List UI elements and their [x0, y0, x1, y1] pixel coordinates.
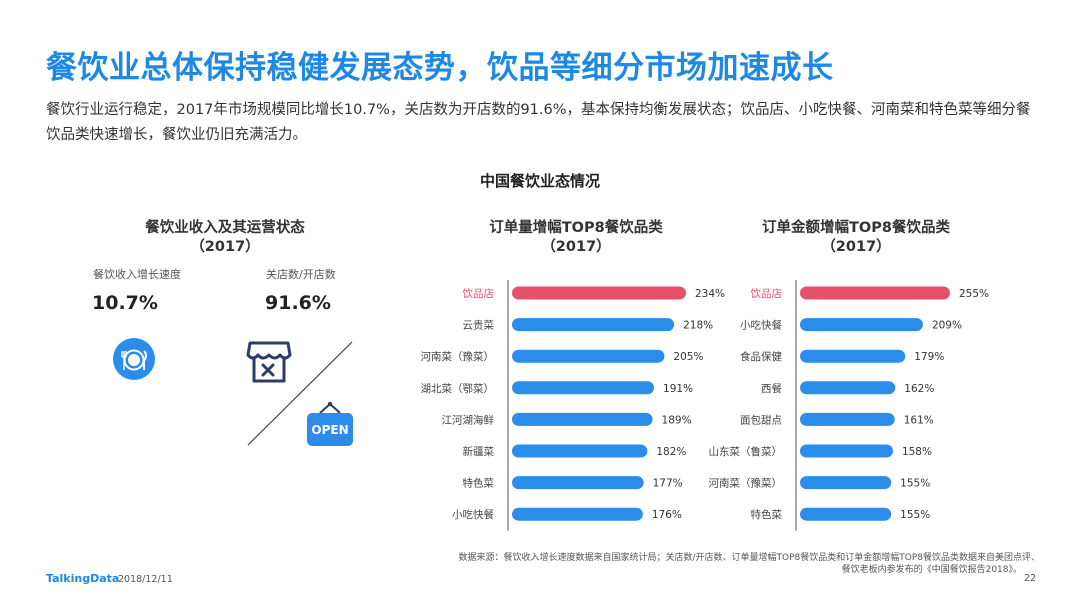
category-label: 河南菜（豫菜） — [709, 477, 783, 490]
left-panel-title-line1: 餐饮业收入及其运营状态 — [145, 220, 305, 236]
value-label: 255% — [959, 288, 989, 300]
diagonal-divider — [247, 341, 353, 446]
category-label: 饮品店 — [463, 287, 495, 300]
data-source-note: 数据来源：餐饮收入增长速度数据来自国家统计局；关店数/开店数、订单量增幅TOP8… — [420, 552, 1040, 576]
value-label: 191% — [663, 383, 693, 395]
value-label: 189% — [662, 414, 692, 426]
bar — [512, 507, 643, 521]
value-label: 161% — [904, 414, 934, 426]
chart1-title-line2: （2017） — [541, 239, 611, 255]
value-label: 176% — [652, 509, 682, 521]
data-source-line1: 数据来源：餐饮收入增长速度数据来自国家统计局；关店数/开店数、订单量增幅TOP8… — [458, 553, 1040, 563]
bar — [800, 286, 950, 300]
left-panel-title-line2: （2017） — [190, 239, 260, 255]
category-label: 河南菜（豫菜） — [421, 350, 495, 363]
chart1-title: 订单量增幅TOP8餐饮品类 （2017） — [456, 219, 696, 257]
value-label: 234% — [695, 288, 725, 300]
chart1-title-line1: 订单量增幅TOP8餐饮品类 — [489, 220, 663, 236]
category-label: 湖北菜（鄂菜） — [421, 383, 495, 395]
close-open-ratio-label: 关店数/开店数 — [266, 268, 336, 281]
revenue-growth-label: 餐饮收入增长速度 — [93, 268, 181, 281]
value-label: 158% — [902, 446, 932, 458]
section-title: 中国餐饮业态情况 — [479, 172, 600, 190]
page-title: 餐饮业总体保持稳健发展态势，饮品等细分市场加速成长 — [46, 50, 834, 86]
footer-date: 2018/12/11 — [118, 574, 173, 585]
order-amount-growth-chart: 饮品店 255% 小吃快餐 209% 食品保健 179% 西餐 162% 面包甜点 161% 山东菜… — [709, 280, 989, 531]
category-label: 江河湖海鲜 — [442, 413, 495, 426]
brand-logo-text: TalkingData — [46, 572, 120, 585]
value-label: 205% — [673, 351, 703, 363]
category-label: 山东菜（鲁菜） — [709, 445, 783, 458]
revenue-growth-value: 10.7% — [92, 292, 158, 314]
bar — [512, 349, 665, 363]
bar — [800, 507, 892, 521]
bar — [512, 381, 655, 395]
dining-plate-icon — [113, 338, 155, 380]
value-label: 179% — [914, 351, 944, 363]
category-label: 西餐 — [761, 382, 782, 395]
bar — [800, 349, 906, 363]
bar — [512, 286, 686, 300]
category-label: 新疆菜 — [463, 445, 495, 458]
closed-store-icon — [246, 341, 292, 383]
close-open-ratio-value: 91.6% — [265, 292, 331, 314]
category-label: 特色菜 — [751, 508, 783, 521]
value-label: 155% — [900, 509, 930, 521]
category-label: 饮品店 — [751, 287, 783, 300]
open-sign-icon — [307, 401, 353, 446]
category-label: 食品保健 — [740, 350, 782, 363]
value-label: 162% — [904, 383, 934, 395]
category-label: 云贵菜 — [463, 319, 495, 332]
chart2-title-line1: 订单金额增幅TOP8餐饮品类 — [762, 220, 950, 236]
category-label: 特色菜 — [463, 477, 495, 490]
value-label: 182% — [656, 446, 686, 458]
bar — [800, 381, 896, 395]
category-label: 小吃快餐 — [452, 508, 494, 521]
category-label: 面包甜点 — [740, 413, 782, 426]
chart2-title-line2: （2017） — [821, 239, 891, 255]
value-label: 209% — [932, 320, 962, 332]
category-label: 小吃快餐 — [740, 319, 782, 332]
bar — [512, 412, 653, 426]
value-label: 218% — [683, 320, 713, 332]
page-number: 22 — [1024, 573, 1037, 584]
bar — [800, 318, 923, 332]
bar — [800, 444, 893, 458]
open-sign-text: OPEN — [311, 423, 349, 437]
bar — [512, 444, 648, 458]
data-source-line2: 餐饮老板内参发布的《中国餐饮报告2018》。 — [841, 565, 1022, 575]
intro-paragraph: 餐饮行业运行稳定，2017年市场规模同比增长10.7%，关店数为开店数的91.6… — [46, 102, 1031, 143]
order-volume-growth-chart: 饮品店 234% 云贵菜 218% 河南菜（豫菜） 205% 湖北菜（鄂菜） 191% 江河湖海… — [421, 280, 725, 531]
left-panel-title: 餐饮业收入及其运营状态 （2017） — [115, 219, 335, 257]
bar — [800, 476, 892, 490]
bar — [512, 476, 644, 490]
value-label: 177% — [653, 478, 683, 490]
chart2-title: 订单金额增幅TOP8餐饮品类 （2017） — [736, 219, 976, 257]
bar — [800, 412, 895, 426]
bar — [512, 318, 675, 332]
value-label: 155% — [900, 478, 930, 490]
